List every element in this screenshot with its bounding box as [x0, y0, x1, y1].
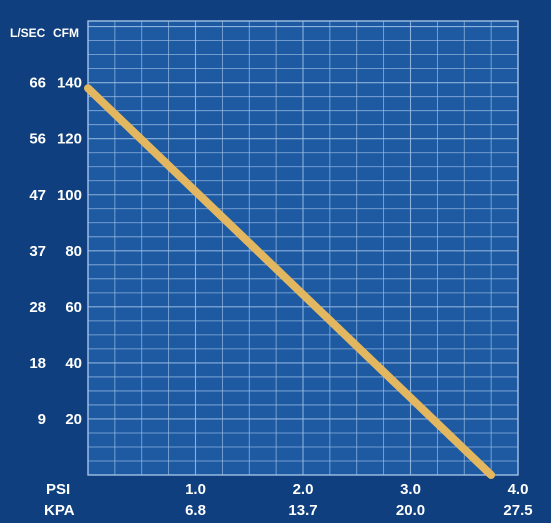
y-tick-label-cfm: 20: [65, 411, 82, 428]
y-tick-label-cfm: 40: [65, 355, 82, 372]
x-tick-label-kpa: 6.8: [185, 502, 206, 519]
y-tick-label-lsec: 56: [29, 131, 46, 148]
series-line: [84, 84, 496, 479]
series-layer: [84, 84, 496, 479]
x-tick-label-psi: 2.0: [293, 481, 314, 498]
x-tick-label-psi: 4.0: [508, 481, 529, 498]
y-header-lsec: L/SEC: [10, 26, 46, 40]
x-tick-label-kpa: 20.0: [396, 502, 425, 519]
x-tick-label-psi: 3.0: [400, 481, 421, 498]
y-tick-label-lsec: 37: [29, 243, 46, 260]
y-tick-label-lsec: 18: [29, 355, 46, 372]
plot-border: [87, 20, 519, 476]
y-tick-label-lsec: 28: [29, 299, 46, 316]
y-tick-label-cfm: 100: [57, 187, 82, 204]
y-tick-label-lsec: 9: [38, 411, 46, 428]
x-header-kpa: KPA: [44, 502, 75, 519]
x-tick-label-kpa: 27.5: [503, 502, 532, 519]
y-header-cfm: CFM: [53, 26, 79, 40]
y-tick-label-lsec: 66: [29, 75, 46, 92]
y-tick-label-lsec: 47: [29, 187, 46, 204]
x-header-psi: PSI: [46, 481, 70, 498]
y-tick-label-cfm: 80: [65, 243, 82, 260]
y-tick-label-cfm: 60: [65, 299, 82, 316]
label-layer: L/SEC CFM PSI KPA 9 20 18 40 28 60 37 80 47 100 56…: [10, 26, 533, 519]
x-tick-label-kpa: 13.7: [288, 502, 317, 519]
y-tick-label-cfm: 120: [57, 131, 82, 148]
y-tick-label-cfm: 140: [57, 75, 82, 92]
x-tick-label-psi: 1.0: [185, 481, 206, 498]
